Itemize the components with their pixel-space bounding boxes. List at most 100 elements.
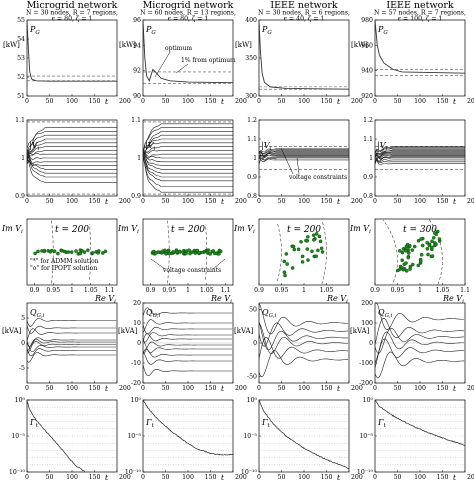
qg-series-line [258, 321, 349, 351]
y-tick-label: 0.8 [247, 193, 257, 200]
y-tick-label: 0.9 [247, 174, 257, 181]
y-axis-unit: [kW] [235, 41, 252, 49]
voltage-series-line [374, 155, 465, 160]
annotation-voltage-constraints: voltage constraints [288, 174, 347, 181]
x-tick-label: 200 [351, 198, 363, 205]
x-tick-label: 50 [162, 198, 170, 205]
x-tick-label: 200 [235, 98, 247, 105]
voltage-series-line [258, 157, 349, 163]
x-axis-label: t [453, 384, 457, 393]
x-tick-label: 1.05 [320, 287, 334, 294]
x-tick-label: 100 [66, 198, 78, 205]
voltage-series-line [142, 152, 233, 163]
y-tick-label: 52 [17, 74, 25, 81]
column-title: IEEE network [386, 0, 454, 11]
scatter-point [90, 251, 95, 255]
scatter-point [197, 251, 202, 255]
x-axis-label: t [105, 197, 109, 206]
scatter-point [156, 250, 161, 254]
scatter-point [431, 235, 436, 240]
y-tick-label: 1.2 [247, 117, 257, 124]
x-tick-label: 1.05 [200, 287, 214, 294]
y-axis-unit: [kVA] [350, 327, 370, 335]
x-tick-label: 0 [257, 474, 261, 481]
scatter-point [205, 250, 210, 254]
x-tick-label: 0 [25, 198, 29, 205]
pg-series-line [142, 19, 234, 84]
scatter-point [401, 267, 406, 272]
scatter-point [425, 240, 430, 245]
panel-imvi-3: 0.9 0.95 1 1.05 t = 200 Im Vi Re Vi [233, 218, 350, 305]
x-tick-label: 150 [437, 98, 449, 105]
x-tick-label: 0.95 [275, 287, 289, 294]
x-tick-label: 0.95 [46, 287, 60, 294]
x-tick-label: 100 [182, 474, 194, 481]
qg-series-line [374, 331, 465, 364]
x-tick-label: 200 [235, 198, 247, 205]
axes-frame [26, 19, 118, 97]
qg-series-line [26, 340, 117, 353]
scatter-point [304, 238, 308, 243]
scatter-point [318, 239, 323, 244]
y-tick-label: 1.1 [15, 117, 25, 124]
scatter-point [420, 243, 425, 248]
y-axis-label: Γt [29, 418, 39, 429]
gamma-series-line [258, 400, 349, 469]
panel-gamma-1: 0 50 100 150 200 t 10⁻¹⁰ 10⁻⁵ 10⁰ Γt [9, 397, 131, 482]
x-tick-label: 50 [394, 198, 402, 205]
x-axis-label: t [105, 473, 109, 482]
x-tick-label: 100 [66, 98, 78, 105]
x-tick-label: 150 [205, 98, 217, 105]
scatter-point [410, 248, 415, 252]
x-tick-label: 200 [119, 474, 131, 481]
y-axis-label: PG [145, 25, 156, 36]
voltage-series-line [258, 149, 349, 159]
axes-frame [258, 19, 350, 97]
y-tick-label: 0.8 [363, 193, 373, 200]
y-axis-label: PG [29, 25, 40, 36]
y-tick-label: 96 [133, 17, 141, 24]
voltage-series-line [142, 151, 233, 182]
scatter-point [56, 251, 60, 256]
scatter-point [403, 248, 408, 253]
y-tick-label: 1 [137, 155, 141, 162]
x-axis-label: t [337, 473, 341, 482]
y-tick-label: 940 [361, 68, 373, 75]
scatter-point [410, 262, 415, 267]
voltage-series-line [142, 131, 233, 164]
x-tick-label: 50 [394, 474, 402, 481]
scatter-point [412, 244, 417, 249]
y-tick-label: 100 [361, 320, 373, 327]
scatter-point [405, 242, 410, 247]
scatter-point [319, 246, 324, 251]
scatter-point [314, 254, 318, 259]
voltage-series-line [26, 150, 117, 159]
x-tick-label: 150 [89, 474, 101, 481]
qg-series-line [26, 325, 117, 334]
column-subtitle: N = 57 nodes, R = 7 regions, [374, 10, 466, 17]
y-tick-label: 10⁰ [15, 397, 26, 404]
voltage-series-line [26, 155, 117, 161]
y-tick-label: 1 [21, 155, 25, 162]
qg-series-line [26, 338, 117, 352]
voltage-series-line [142, 127, 233, 153]
voltage-series-line [142, 134, 233, 161]
y-tick-label: 55 [17, 17, 25, 24]
panel-vi-2: 0 50 100 150 200 t 0.9 1 1.1 |Vi [131, 117, 247, 206]
voltage-series-line [374, 149, 465, 165]
x-axis-label: Re Vi [94, 294, 116, 305]
scatter-point [314, 232, 319, 236]
x-tick-label: 50 [278, 385, 286, 392]
x-tick-label: 150 [205, 198, 217, 205]
x-tick-label: 200 [467, 474, 474, 481]
qg-series-line [374, 338, 465, 369]
x-tick-label: 200 [119, 198, 131, 205]
x-axis-label: t [337, 384, 341, 393]
voltage-series-line [26, 142, 117, 160]
annotation-one-percent: 1% from optimum [181, 57, 236, 64]
y-tick-label: 0 [21, 340, 25, 347]
scatter-point [306, 258, 310, 262]
qg-series-line [26, 348, 117, 357]
gamma-series-line [142, 399, 234, 456]
x-axis-label: Re Vi [326, 294, 348, 305]
